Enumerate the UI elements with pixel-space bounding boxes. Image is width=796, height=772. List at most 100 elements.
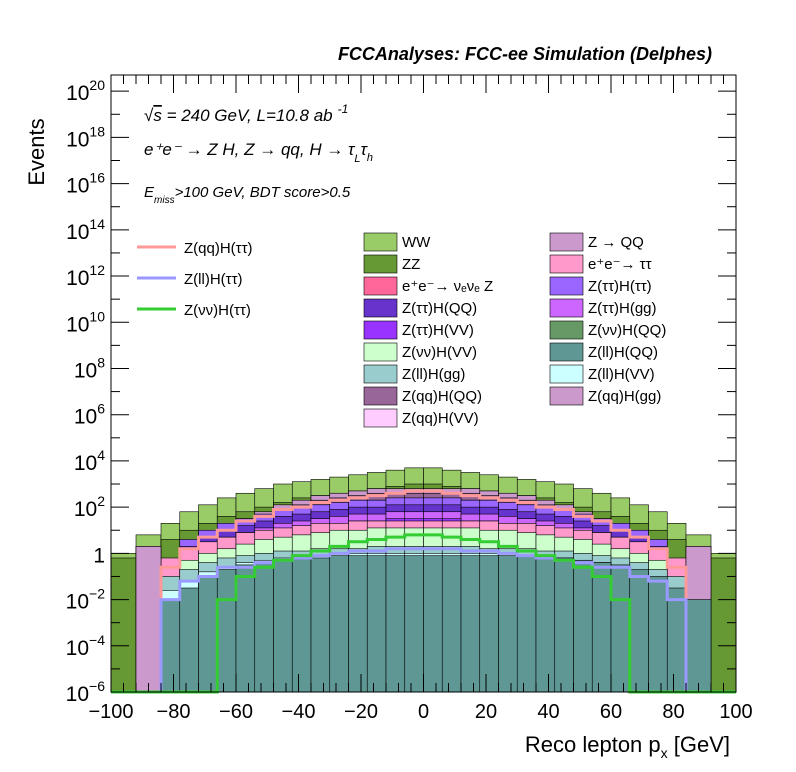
legend-swatch [549, 364, 584, 384]
y-tick-label: 1016 [66, 170, 105, 198]
x-tick-label: 60 [600, 701, 622, 723]
legend-label: Z → QQ [588, 234, 644, 251]
x-tick-label: 80 [662, 701, 684, 723]
axis-ticks: −100 −80 −60 −40 −20 0 20 40 60 80 100 10−6 10−4 10−2… [66, 75, 753, 723]
stack-bar [198, 576, 218, 693]
y-tick-label: 1018 [66, 123, 105, 151]
stack-bar [385, 555, 406, 693]
stack-bar [235, 564, 256, 693]
legend-label: Z(ττ)H(QQ) [402, 300, 477, 317]
legend-label: Z(ll)H(QQ) [588, 344, 658, 361]
legend-swatch [363, 254, 398, 274]
x-tick-label: 40 [537, 701, 559, 723]
annotation-cuts: Emiss>100 GeV, BDT score>0.5 [144, 184, 351, 206]
annotation-process-text: e⁺e⁻ → Z H, Z → qq, H → τ [144, 140, 356, 159]
x-axis-label-sub: x [661, 745, 668, 761]
legend-label: Z(νν)H(VV) [402, 344, 477, 361]
y-tick-label: 1 [93, 544, 105, 567]
stack-bar [554, 557, 574, 693]
annotation-tau-l-sub: L [354, 153, 360, 165]
stack-bar [404, 555, 424, 693]
annotation-cut-text: >100 GeV, BDT score>0.5 [175, 184, 351, 201]
y-tick-label: 104 [74, 447, 105, 475]
legend-signal-label: Z(ll)H(ττ) [184, 271, 243, 288]
annotation-block: √s = 240 GeV, L=10.8 ab -1 e⁺e⁻ → Z H, Z … [144, 102, 373, 206]
x-axis-label-unit: [GeV] [668, 732, 730, 757]
legend-signal-label: Z(qq)H(ττ) [184, 240, 253, 257]
stack-bar [573, 559, 593, 693]
legend-swatch [363, 276, 398, 296]
annotation-energy-exp: -1 [338, 102, 349, 116]
x-tick-label: −40 [282, 701, 316, 723]
stack-bar [629, 569, 649, 693]
legend-label: Z(ττ)H(VV) [402, 322, 474, 339]
y-tick-label: 1014 [66, 216, 105, 244]
y-tick-label: 10−4 [66, 632, 106, 660]
x-tick-label: −20 [344, 701, 378, 723]
y-tick-label: 1010 [66, 308, 105, 336]
signal-line-2 [111, 533, 736, 694]
legend-swatch [549, 386, 584, 406]
y-tick-label: 106 [74, 401, 105, 429]
annotation-process: e⁺e⁻ → Z H, Z → qq, H → τLτh [144, 140, 373, 165]
stack-16-bars [160, 555, 712, 693]
legend-swatch [549, 298, 584, 318]
annotation-tau-h: τ [361, 140, 369, 159]
legend-swatch [363, 386, 398, 406]
legend-swatch [363, 364, 398, 384]
stack-bar [685, 599, 712, 693]
stack-bar [135, 546, 162, 693]
x-tick-label: 0 [418, 701, 429, 723]
stack-bar [273, 559, 293, 693]
legend-swatch [549, 342, 584, 362]
legend-swatch [363, 342, 398, 362]
annotation-cut-e: E [144, 184, 155, 201]
x-tick-label: −80 [157, 701, 191, 723]
stack-bar [179, 587, 199, 693]
legend-swatch [549, 232, 584, 252]
y-tick-label: 108 [74, 354, 105, 382]
legend-label: Z(qq)H(gg) [588, 388, 661, 405]
stacked-histograms [110, 467, 737, 693]
x-axis-label: Reco lepton px [GeV] [525, 732, 730, 761]
stack-bar [516, 555, 537, 693]
legend-swatch [549, 254, 584, 274]
legend: Z(qq)H(ττ) Z(ll)H(ττ) Z(νν)H(ττ) WW ZZ e⁺e⁻→ … [137, 232, 666, 428]
signal-histograms [111, 489, 736, 694]
legend-label: Z(νν)H(QQ) [588, 322, 666, 339]
legend-label: Z(ll)H(VV) [588, 366, 655, 383]
legend-label: Z(ττ)H(ττ) [588, 278, 652, 295]
legend-label: Z(qq)H(QQ) [402, 388, 482, 405]
annotation-energy-text: = 240 GeV, L=10.8 ab [162, 106, 333, 125]
legend-label: WW [402, 234, 431, 251]
legend-label: ZZ [402, 256, 420, 273]
stack-bar [366, 555, 387, 693]
stack-bar [310, 557, 331, 693]
legend-label: Z(ll)H(gg) [402, 366, 465, 383]
stack-bar [591, 562, 612, 693]
annotation-sqrt: √ [144, 106, 154, 125]
stack-bar [610, 564, 631, 693]
stack-bar [666, 587, 687, 693]
legend-label: e⁺e⁻→ νₑνₑ Z [402, 278, 493, 295]
stack-bar [110, 557, 137, 693]
legend-signal-label: Z(νν)H(ττ) [184, 302, 251, 319]
stack-bar [216, 569, 237, 693]
legend-label: Z(ττ)H(gg) [588, 300, 657, 317]
annotation-energy: √s = 240 GeV, L=10.8 ab -1 [144, 102, 348, 125]
annotation-cut-sub: miss [154, 195, 175, 206]
stack-bar [441, 555, 462, 693]
legend-label: e⁺e⁻→ ττ [588, 256, 652, 273]
stack-bar [498, 555, 518, 693]
legend-swatch [363, 408, 398, 428]
x-tick-label: 100 [719, 701, 752, 723]
annotation-tau-h-sub: h [367, 152, 373, 164]
signal-line-0 [111, 489, 736, 694]
y-tick-label: 102 [74, 493, 105, 521]
stack-bar [423, 555, 443, 693]
legend-swatch [549, 276, 584, 296]
x-tick-label: −100 [88, 701, 133, 723]
stack-bar [535, 557, 556, 693]
x-tick-label: 20 [475, 701, 497, 723]
